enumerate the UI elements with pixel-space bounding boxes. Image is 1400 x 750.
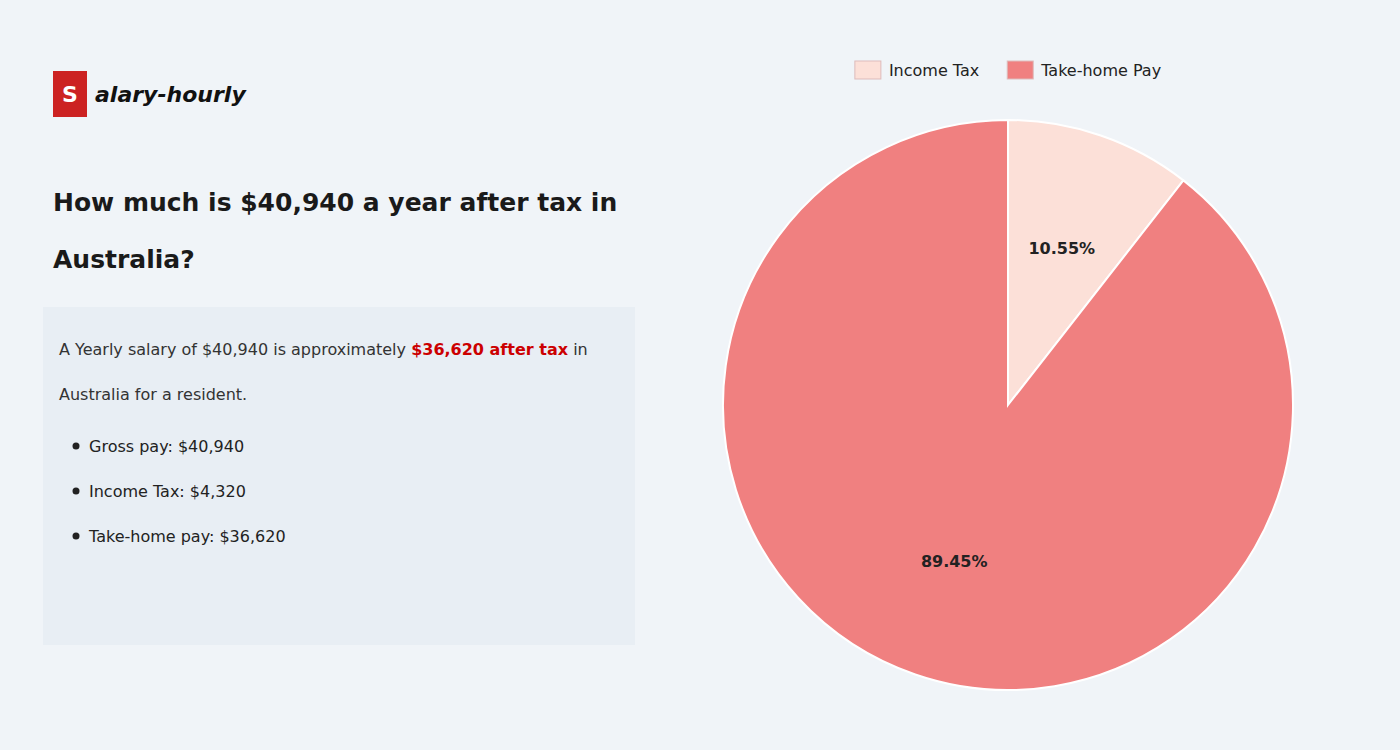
pie-slice (723, 120, 1293, 690)
bullet-item: Gross pay: $40,940 (89, 437, 244, 456)
title: Australia? (53, 245, 195, 274)
page: {"chart_data": { "type": "pie", "title":… (0, 0, 1400, 750)
bullet-dot (73, 443, 80, 450)
legend-item: Take-home Pay (1007, 61, 1161, 80)
legend: Income Tax Take-home Pay (855, 61, 1161, 80)
bullet-item: Take-home pay: $36,620 (88, 527, 286, 546)
data-label: 89.45% (921, 552, 988, 571)
legend-label: Take-home Pay (1040, 61, 1161, 80)
data-label: 10.55% (1028, 239, 1095, 258)
summary-line: A Yearly salary of $40,940 is approximat… (59, 340, 588, 359)
logo-box (53, 71, 87, 117)
summary-text: in (568, 340, 588, 359)
text-panel: Salary-hourly How much is $40,940 a year … (43, 71, 635, 645)
background (0, 0, 1400, 750)
logo-text: alary-hourly (95, 82, 247, 107)
chart: Salary-hourly How much is $40,940 a year … (0, 0, 1400, 750)
summary-highlight: $36,620 after tax (411, 340, 569, 359)
info-box (43, 307, 635, 645)
legend-swatch (855, 61, 881, 79)
bullet-dot (73, 533, 80, 540)
data-labels: 10.55% 89.45% (921, 239, 1095, 571)
summary-line: Australia for a resident. (59, 385, 247, 404)
legend-label: Income Tax (889, 61, 979, 80)
bullet-item: Income Tax: $4,320 (89, 482, 246, 501)
pie (723, 120, 1293, 690)
title: How much is $40,940 a year after tax in (53, 188, 617, 217)
summary-text: A Yearly salary of $40,940 is approximat… (59, 340, 411, 359)
legend-swatch (1007, 61, 1033, 79)
legend-item: Income Tax (855, 61, 979, 80)
bullet-dot (73, 488, 80, 495)
logo-letter: S (62, 82, 78, 107)
